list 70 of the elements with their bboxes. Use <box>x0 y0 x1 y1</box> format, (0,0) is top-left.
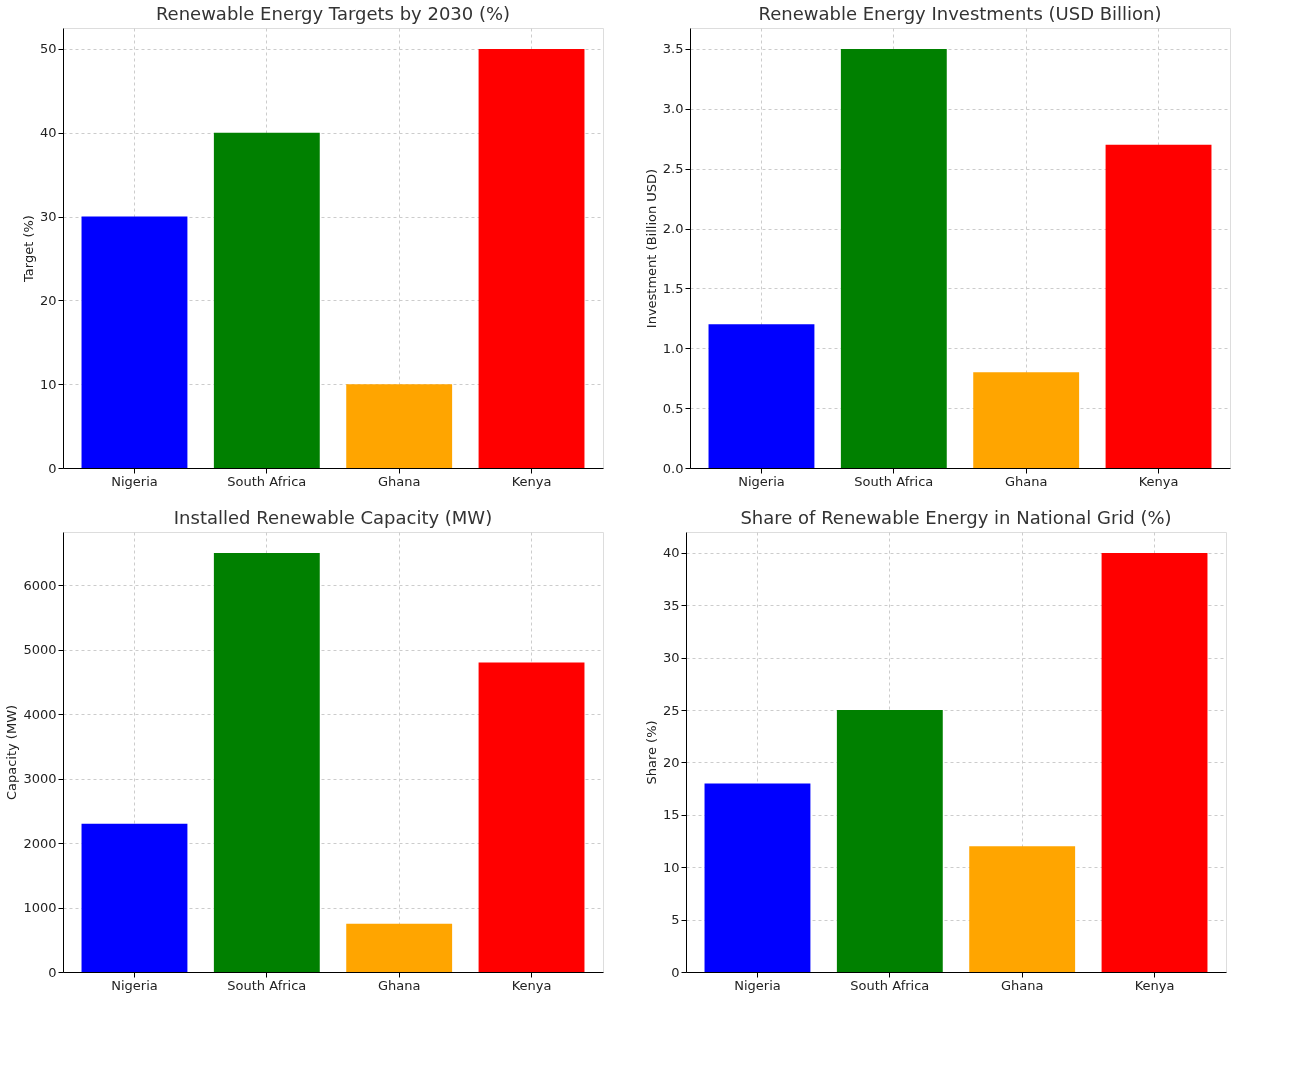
x-tick-label: Nigeria <box>111 473 158 489</box>
y-tick-label: 10 <box>39 376 57 392</box>
bar <box>81 823 188 972</box>
x-tick-label: South Africa <box>854 473 934 489</box>
y-tick-label: 1.5 <box>662 280 684 296</box>
x-tick-label: Kenya <box>511 977 552 993</box>
y-tick-label: 40 <box>39 125 57 141</box>
chart-title: Installed Renewable Capacity (MW) <box>173 507 493 528</box>
chart-title: Renewable Energy Investments (USD Billion) <box>758 3 1162 24</box>
x-tick-label: Kenya <box>511 473 552 489</box>
x-tick-label: Kenya <box>1134 977 1175 993</box>
y-tick-label: 50 <box>39 41 57 57</box>
y-tick-label: 3000 <box>23 771 57 787</box>
bar <box>708 324 815 468</box>
x-tick-label: Ghana <box>1004 473 1048 489</box>
x-tick-label: South Africa <box>227 473 307 489</box>
y-tick-label: 1.0 <box>662 340 684 356</box>
y-tick-label: 6000 <box>23 577 57 593</box>
bar <box>213 552 320 972</box>
y-tick-label: 30 <box>39 209 57 225</box>
bar <box>704 783 811 972</box>
x-tick-label: Nigeria <box>734 977 781 993</box>
y-axis-title: Investment (Billion USD) <box>643 168 659 329</box>
y-tick-label: 3.5 <box>662 41 684 57</box>
y-tick-label: 20 <box>662 754 680 770</box>
y-tick-label: 0 <box>48 460 57 476</box>
bar <box>973 372 1080 468</box>
bar <box>1101 552 1208 972</box>
bar <box>478 48 585 468</box>
bar <box>81 216 188 468</box>
bar <box>969 846 1076 972</box>
y-tick-label: 2.5 <box>662 161 684 177</box>
x-tick-label: Ghana <box>377 977 421 993</box>
chart-title: Share of Renewable Energy in National Grid (%) <box>740 507 1172 528</box>
y-tick-label: 0.0 <box>662 460 684 476</box>
y-tick-label: 5000 <box>23 642 57 658</box>
y-tick-label: 0.5 <box>662 400 684 416</box>
y-tick-label: 35 <box>662 597 680 613</box>
y-tick-label: 40 <box>662 545 680 561</box>
y-tick-label: 4000 <box>23 706 57 722</box>
y-tick-label: 30 <box>662 650 680 666</box>
y-tick-label: 15 <box>662 807 680 823</box>
bar <box>478 662 585 972</box>
x-tick-label: Kenya <box>1138 473 1179 489</box>
y-tick-label: 2.0 <box>662 221 684 237</box>
y-tick-label: 3.0 <box>662 101 684 117</box>
y-tick-label: 25 <box>662 702 680 718</box>
x-tick-label: Ghana <box>1000 977 1044 993</box>
chart-title: Renewable Energy Targets by 2030 (%) <box>155 3 511 24</box>
y-axis-title: Share (%) <box>643 720 659 785</box>
bar <box>346 384 453 468</box>
x-tick-label: Nigeria <box>738 473 785 489</box>
x-tick-label: South Africa <box>850 977 930 993</box>
y-tick-label: 0 <box>48 964 57 980</box>
bar <box>836 710 943 972</box>
bar <box>346 923 453 972</box>
x-tick-label: South Africa <box>227 977 307 993</box>
y-tick-label: 0 <box>671 964 680 980</box>
y-tick-label: 2000 <box>23 835 57 851</box>
y-axis-title: Capacity (MW) <box>4 704 20 801</box>
x-tick-label: Ghana <box>377 473 421 489</box>
bar <box>213 132 320 468</box>
bar <box>840 48 947 468</box>
x-tick-label: Nigeria <box>111 977 158 993</box>
bar <box>1105 144 1212 468</box>
y-tick-label: 10 <box>662 859 680 875</box>
y-tick-label: 20 <box>39 292 57 308</box>
y-tick-label: 1000 <box>23 900 57 916</box>
y-tick-label: 5 <box>671 912 680 928</box>
y-axis-title: Target (%) <box>20 215 36 283</box>
